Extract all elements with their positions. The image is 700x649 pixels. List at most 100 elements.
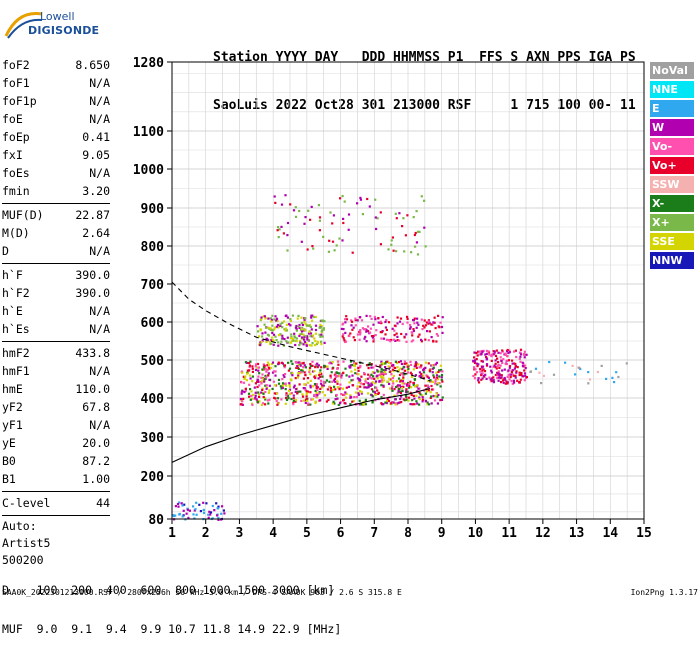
echo-point (401, 382, 404, 385)
autoscale-text: Auto: (2, 519, 37, 533)
echo-point (485, 364, 489, 367)
echo-point (477, 377, 480, 380)
param-name: hmF1 (2, 364, 30, 378)
echo-point (370, 388, 374, 391)
echo-point (384, 320, 387, 324)
echo-point (300, 371, 303, 374)
echo-point (494, 366, 497, 369)
echo-point (364, 328, 367, 331)
echo-point (314, 324, 318, 327)
echo-point (395, 250, 398, 253)
echo-point (523, 372, 527, 375)
echo-point (274, 384, 277, 387)
echo-point (362, 383, 365, 386)
echo-point (625, 362, 628, 365)
echo-point (515, 355, 518, 359)
echo-point (251, 367, 254, 370)
echo-point (304, 329, 307, 332)
echo-point (374, 216, 377, 219)
echo-point (343, 340, 347, 344)
echo-point (379, 243, 382, 246)
echo-point (496, 372, 499, 375)
echo-point (315, 391, 318, 394)
echo-point (302, 377, 305, 380)
echo-point (400, 401, 403, 404)
echo-point (260, 376, 263, 379)
echo-point (611, 376, 614, 379)
echo-point (351, 328, 354, 331)
echo-point (261, 377, 264, 380)
echo-point (276, 397, 280, 400)
echo-point (264, 403, 267, 406)
echo-point (400, 395, 403, 398)
echo-point (349, 360, 353, 363)
param-value: 0.41 (82, 130, 110, 144)
echo-point (279, 324, 282, 327)
echo-point (379, 375, 382, 378)
echo-point (308, 370, 311, 374)
x-tick-label: 14 (602, 526, 618, 541)
echo-point (340, 327, 343, 330)
echo-point (296, 391, 299, 394)
echo-point (331, 380, 334, 383)
echo-point (523, 353, 526, 356)
echo-point (398, 339, 401, 342)
echo-point (503, 376, 506, 380)
echo-point (319, 323, 322, 326)
echo-point (335, 393, 338, 397)
echo-point (267, 372, 270, 375)
param-value: N/A (89, 418, 110, 432)
echo-point (287, 369, 290, 372)
legend-item: Vo- (650, 138, 694, 155)
echo-point (294, 215, 298, 218)
echo-point (360, 403, 363, 406)
echo-point (360, 375, 363, 378)
echo-point (389, 378, 392, 381)
echo-point (514, 349, 517, 352)
echo-point (284, 373, 287, 376)
echo-point (476, 365, 479, 368)
echo-point (289, 337, 292, 340)
echo-point (474, 373, 477, 376)
echo-point (426, 401, 429, 404)
echo-point (272, 380, 275, 383)
echo-point (364, 335, 367, 338)
echo-point (294, 400, 297, 403)
echo-point (435, 376, 439, 379)
echo-point (409, 327, 412, 330)
echo-point (390, 338, 393, 342)
echo-point (497, 372, 500, 376)
echo-point (428, 403, 431, 406)
echo-point (402, 217, 405, 220)
echo-point (365, 314, 368, 317)
echo-point (314, 332, 317, 335)
echo-point (266, 364, 269, 367)
echo-point (410, 393, 413, 396)
echo-point (255, 368, 258, 371)
echo-point (267, 374, 270, 377)
param-value: 1.00 (82, 472, 110, 486)
echo-point (313, 383, 317, 386)
echo-point (419, 374, 422, 377)
echo-point (574, 373, 577, 376)
echo-point (312, 334, 315, 337)
echo-point (342, 328, 345, 331)
legend-item: W (650, 119, 694, 136)
echo-point (251, 375, 254, 378)
echo-point (289, 324, 292, 327)
echo-point (387, 365, 390, 368)
echo-point (427, 320, 430, 323)
echo-point (342, 217, 345, 220)
echo-point (202, 508, 205, 511)
echo-point (497, 376, 501, 379)
echo-point (337, 403, 340, 406)
param-value: 390.0 (75, 286, 110, 300)
echo-point (387, 399, 391, 403)
echo-point (596, 370, 599, 374)
echo-point (409, 371, 412, 374)
echo-point (309, 332, 313, 335)
y-tick-label: 800 (141, 240, 165, 255)
echo-point (401, 322, 404, 326)
param-row: hmE 110.0 (2, 380, 110, 398)
echo-point (473, 366, 476, 369)
